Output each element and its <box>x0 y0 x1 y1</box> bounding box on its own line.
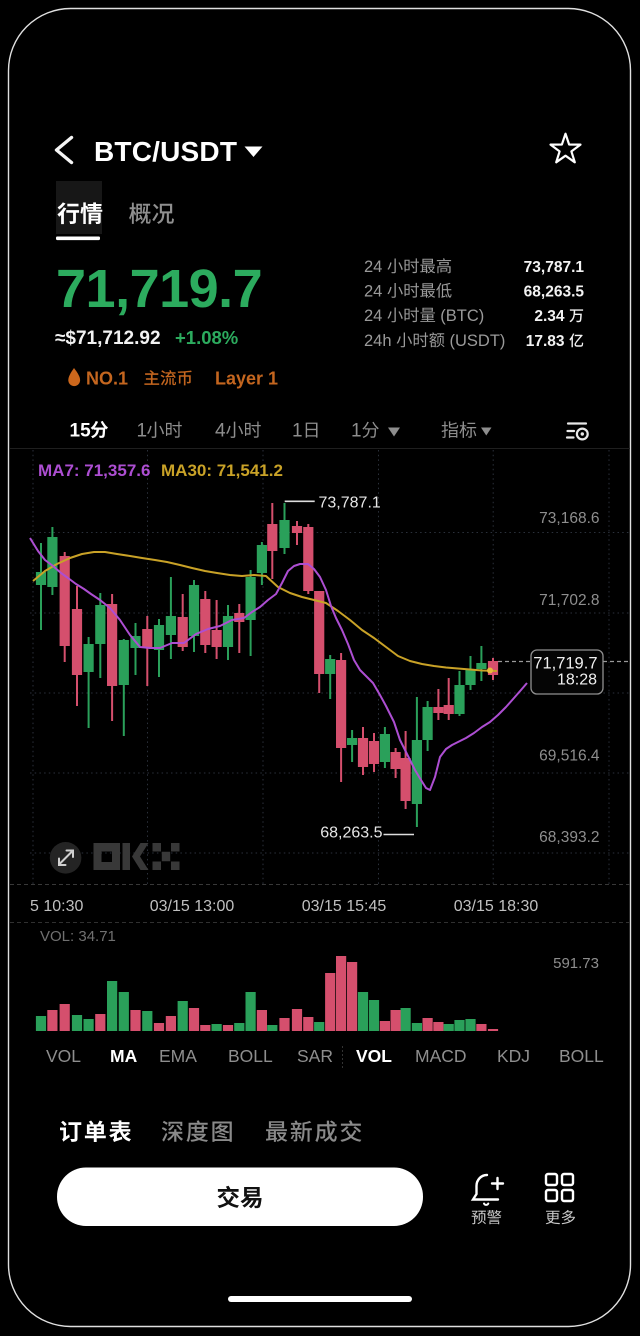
svg-text:03/15 18:30: 03/15 18:30 <box>454 898 539 915</box>
svg-text:EMA: EMA <box>159 1046 197 1066</box>
svg-text:68,263.5: 68,263.5 <box>320 825 382 842</box>
svg-text:MACD: MACD <box>415 1046 467 1066</box>
svg-text:VOL: VOL <box>46 1046 81 1066</box>
svg-text:18:28: 18:28 <box>557 672 597 689</box>
svg-text:71,719.7: 71,719.7 <box>56 259 262 319</box>
svg-text:68,393.2: 68,393.2 <box>539 829 599 846</box>
svg-text:24: 24 <box>364 258 382 276</box>
svg-text:24: 24 <box>364 307 382 325</box>
svg-text:1: 1 <box>137 421 148 442</box>
svg-text:68,263.5: 68,263.5 <box>524 284 585 301</box>
svg-text:71,702.8: 71,702.8 <box>539 592 599 609</box>
svg-text:VOL: 34.71: VOL: 34.71 <box>40 928 116 945</box>
svg-text:SAR: SAR <box>297 1046 333 1066</box>
svg-text:BOLL: BOLL <box>559 1046 604 1066</box>
svg-text:MA: MA <box>110 1046 138 1066</box>
svg-text:24: 24 <box>364 283 382 301</box>
svg-text:BOLL: BOLL <box>228 1046 273 1066</box>
svg-text:MA30: 71,541.2: MA30: 71,541.2 <box>161 461 283 480</box>
svg-text:5 10:30: 5 10:30 <box>30 898 83 915</box>
svg-text:≈$71,712.92: ≈$71,712.92 <box>55 328 161 349</box>
svg-text:(USDT): (USDT) <box>450 332 506 350</box>
svg-text:591.73: 591.73 <box>553 955 599 972</box>
svg-text:1: 1 <box>351 421 362 442</box>
svg-text:03/15 13:00: 03/15 13:00 <box>150 898 235 915</box>
svg-text:MA7: 71,357.6: MA7: 71,357.6 <box>38 461 150 480</box>
svg-text:Layer 1: Layer 1 <box>215 369 278 389</box>
svg-text:KDJ: KDJ <box>497 1046 530 1066</box>
svg-text:+1.08%: +1.08% <box>175 327 238 348</box>
svg-text:1: 1 <box>292 421 303 442</box>
svg-text:71,719.7: 71,719.7 <box>533 655 597 673</box>
svg-text:15: 15 <box>70 421 92 442</box>
svg-text:73,787.1: 73,787.1 <box>319 495 381 512</box>
svg-text:73,168.6: 73,168.6 <box>539 510 599 527</box>
svg-text:(BTC): (BTC) <box>440 307 484 325</box>
svg-text:NO.1: NO.1 <box>86 369 128 389</box>
svg-text:73,787.1: 73,787.1 <box>524 259 585 276</box>
svg-text:4: 4 <box>215 421 226 442</box>
svg-text:03/15 15:45: 03/15 15:45 <box>302 898 387 915</box>
svg-text:2.34: 2.34 <box>534 308 565 325</box>
svg-text:BTC/USDT: BTC/USDT <box>94 136 237 167</box>
svg-text:69,516.4: 69,516.4 <box>539 748 600 765</box>
svg-text:17.83: 17.83 <box>526 333 565 350</box>
svg-text:24h: 24h <box>364 332 392 350</box>
svg-text:VOL: VOL <box>356 1046 392 1066</box>
